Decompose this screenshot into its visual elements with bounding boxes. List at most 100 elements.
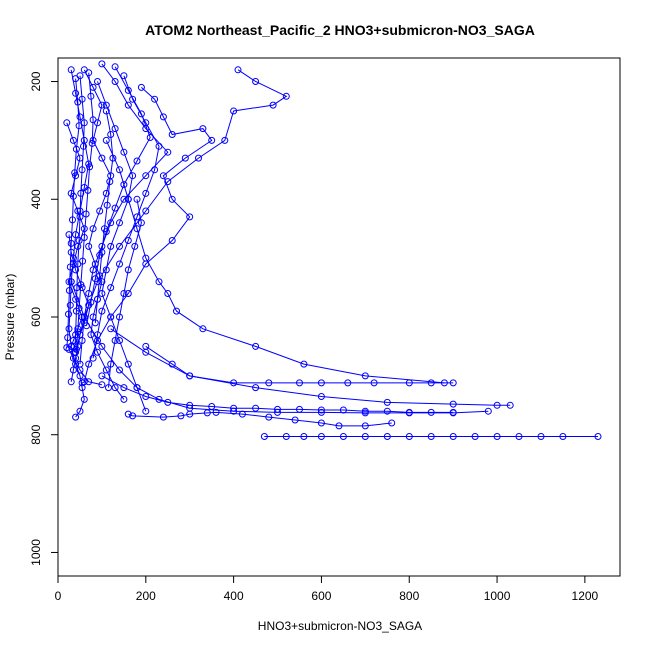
data-point bbox=[124, 266, 132, 274]
data-point bbox=[291, 416, 299, 424]
series-line-17 bbox=[86, 66, 151, 326]
series-line-19 bbox=[68, 234, 90, 382]
data-point bbox=[72, 295, 80, 303]
data-point bbox=[317, 408, 325, 416]
x-tick-label: 200 bbox=[136, 589, 156, 603]
data-point bbox=[65, 310, 72, 318]
data-point bbox=[111, 204, 119, 212]
series-line-18 bbox=[92, 75, 160, 359]
series-line-9 bbox=[68, 69, 90, 418]
data-point bbox=[75, 304, 83, 312]
data-point bbox=[155, 278, 163, 286]
series-line-20 bbox=[94, 110, 114, 323]
data-point bbox=[124, 195, 132, 203]
data-point bbox=[142, 407, 150, 415]
data-point bbox=[96, 272, 104, 280]
data-point bbox=[317, 379, 325, 387]
data-point bbox=[69, 192, 77, 200]
data-point bbox=[88, 139, 96, 147]
data-point bbox=[129, 172, 137, 180]
data-point bbox=[274, 405, 281, 413]
data-point bbox=[339, 406, 347, 414]
data-point bbox=[116, 219, 123, 227]
data-point bbox=[282, 433, 290, 440]
data-point bbox=[75, 122, 83, 130]
data-point bbox=[164, 148, 172, 156]
data-point bbox=[107, 360, 115, 368]
data-point bbox=[129, 412, 137, 420]
data-point bbox=[102, 189, 110, 197]
data-point bbox=[449, 433, 457, 440]
data-point bbox=[506, 401, 514, 409]
data-point bbox=[89, 225, 97, 233]
y-tick-label: 600 bbox=[29, 307, 43, 327]
data-point bbox=[98, 60, 106, 68]
data-point bbox=[75, 237, 83, 244]
data-point bbox=[177, 412, 185, 420]
data-point bbox=[89, 354, 97, 362]
x-tick-label: 400 bbox=[224, 589, 244, 603]
data-point bbox=[72, 413, 80, 421]
data-point bbox=[124, 237, 132, 244]
data-point bbox=[129, 95, 137, 103]
data-point bbox=[91, 319, 99, 327]
plot-area bbox=[63, 60, 602, 440]
data-point bbox=[98, 307, 106, 315]
series-line-1 bbox=[75, 69, 288, 353]
data-point bbox=[317, 419, 325, 427]
data-point bbox=[269, 101, 277, 109]
data-point bbox=[67, 66, 75, 74]
data-point bbox=[151, 166, 159, 174]
series-line-16 bbox=[66, 78, 80, 348]
data-point bbox=[116, 337, 123, 344]
data-point bbox=[230, 379, 238, 387]
data-point bbox=[98, 154, 106, 162]
chart-title: ATOM2 Northeast_Pacific_2 HNO3+submicron… bbox=[145, 22, 535, 38]
data-point bbox=[124, 290, 132, 297]
series-8 bbox=[124, 408, 396, 430]
data-point bbox=[142, 172, 150, 180]
data-point bbox=[72, 75, 80, 83]
data-point bbox=[80, 395, 88, 403]
data-point bbox=[76, 407, 84, 415]
data-point bbox=[252, 404, 260, 412]
data-point bbox=[72, 89, 80, 97]
data-point bbox=[361, 407, 369, 415]
data-point bbox=[449, 379, 457, 387]
y-axis: 200 400 600 800 1000 bbox=[29, 71, 58, 566]
series-6 bbox=[98, 372, 457, 416]
data-point bbox=[72, 266, 80, 274]
data-point bbox=[238, 410, 246, 418]
data-point bbox=[85, 301, 93, 309]
data-point bbox=[111, 384, 119, 392]
data-point bbox=[76, 360, 84, 368]
data-point bbox=[120, 148, 128, 156]
data-point bbox=[335, 422, 343, 430]
data-point bbox=[96, 207, 104, 215]
data-point bbox=[186, 401, 194, 409]
series-line-14 bbox=[74, 75, 85, 353]
series-line-3 bbox=[110, 328, 511, 406]
data-point bbox=[168, 131, 176, 138]
data-point bbox=[594, 433, 602, 440]
data-point bbox=[78, 166, 86, 174]
data-point bbox=[66, 301, 74, 309]
data-point bbox=[107, 313, 115, 321]
data-point bbox=[484, 407, 492, 415]
data-point bbox=[159, 413, 167, 421]
data-point bbox=[98, 342, 106, 350]
data-point bbox=[212, 408, 220, 416]
data-point bbox=[67, 278, 75, 286]
data-point bbox=[74, 98, 82, 106]
data-point bbox=[86, 163, 94, 171]
data-point bbox=[67, 248, 75, 256]
data-point bbox=[66, 263, 74, 271]
data-point bbox=[65, 345, 73, 353]
data-point bbox=[361, 433, 369, 440]
data-point bbox=[221, 136, 229, 144]
data-point bbox=[107, 131, 115, 138]
data-point bbox=[361, 372, 369, 380]
data-point bbox=[230, 404, 238, 412]
data-point bbox=[116, 260, 123, 268]
series-12 bbox=[94, 78, 150, 415]
